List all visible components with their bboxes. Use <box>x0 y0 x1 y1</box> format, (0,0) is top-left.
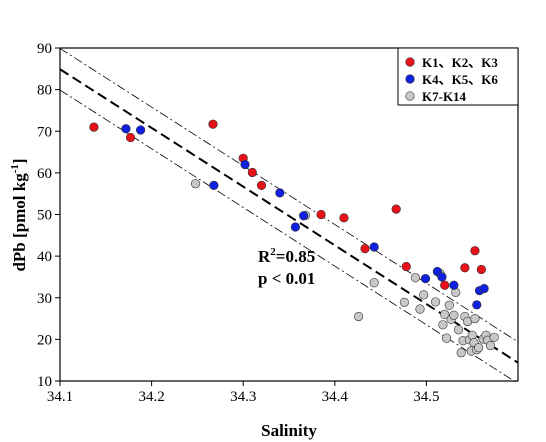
data-point <box>121 124 131 134</box>
data-point <box>275 188 285 198</box>
data-point <box>290 222 301 232</box>
data-point <box>190 179 201 189</box>
data-point <box>369 278 379 288</box>
data-point <box>240 159 250 170</box>
data-point <box>441 333 452 343</box>
x-tick-label: 34.2 <box>138 389 164 405</box>
legend-box <box>397 47 519 106</box>
data-point <box>410 273 421 283</box>
data-point <box>125 132 136 143</box>
legend-label: K7-K14 <box>422 89 467 104</box>
data-point <box>456 348 466 358</box>
data-point <box>489 332 499 342</box>
data-point <box>449 280 459 290</box>
data-point <box>136 125 146 135</box>
upper-confidence-line <box>59 48 519 343</box>
data-point <box>420 274 431 284</box>
data-point <box>476 264 486 275</box>
data-points <box>89 119 499 358</box>
legend-label: K4、K5、K6 <box>422 72 498 87</box>
y-tick-label: 70 <box>37 124 52 140</box>
data-point <box>437 272 447 282</box>
y-tick-label: 80 <box>37 83 52 99</box>
data-point <box>209 180 219 190</box>
data-point <box>391 204 401 214</box>
data-point <box>467 330 477 340</box>
x-tick-label: 34.1 <box>47 389 73 405</box>
data-point <box>316 209 326 220</box>
data-point <box>440 280 450 290</box>
data-point <box>470 313 480 324</box>
y-tick-label: 60 <box>37 166 52 182</box>
data-point <box>449 310 459 320</box>
data-point <box>444 300 454 310</box>
data-point <box>354 311 364 322</box>
data-point <box>430 297 441 307</box>
x-tick-label: 34.3 <box>230 389 256 405</box>
y-tick-label: 50 <box>37 208 52 224</box>
data-point <box>474 343 484 353</box>
legend-label: K1、K2、K3 <box>422 55 498 70</box>
data-point <box>256 180 267 190</box>
r-squared-label: R2=0.85 <box>258 246 315 266</box>
y-tick-label: 90 <box>37 41 52 57</box>
y-tick-label: 20 <box>37 332 52 348</box>
data-point <box>440 309 450 320</box>
legend-marker <box>405 74 415 84</box>
data-point <box>208 119 218 129</box>
y-tick-label: 40 <box>37 249 52 265</box>
data-point <box>419 290 429 300</box>
legend-marker <box>405 91 415 101</box>
y-axis-title: dPb [pmol kg-1] <box>9 158 29 271</box>
data-point <box>299 211 309 221</box>
legend: K1、K2、K3 K4、K5、K6 K7-K14 <box>397 47 519 106</box>
data-point <box>472 300 482 310</box>
data-point <box>460 263 470 273</box>
data-point <box>89 122 99 132</box>
data-point <box>479 283 489 294</box>
data-point <box>247 167 257 178</box>
legend-marker <box>405 57 415 67</box>
lower-confidence-line <box>59 89 519 384</box>
p-value-label: p < 0.01 <box>258 269 315 288</box>
data-point <box>438 320 448 330</box>
data-point <box>339 213 349 223</box>
data-point <box>401 261 411 272</box>
x-axis-title: Salinity <box>261 421 317 440</box>
y-tick-label: 10 <box>37 374 52 390</box>
data-point <box>485 341 496 351</box>
y-tick-label: 30 <box>37 291 52 307</box>
data-point <box>399 297 410 307</box>
axis-ticks: 34.1 34.2 34.3 34.4 34.5 10 20 30 40 50 60 70 80 90 <box>37 41 440 405</box>
data-point <box>453 325 464 335</box>
data-point <box>415 304 425 314</box>
legend-items: K1、K2、K3 K4、K5、K6 K7-K14 <box>405 55 498 104</box>
x-tick-label: 34.5 <box>413 389 439 405</box>
data-point <box>369 242 379 252</box>
data-point <box>470 246 480 256</box>
data-point <box>360 244 370 254</box>
x-tick-label: 34.4 <box>322 389 349 405</box>
